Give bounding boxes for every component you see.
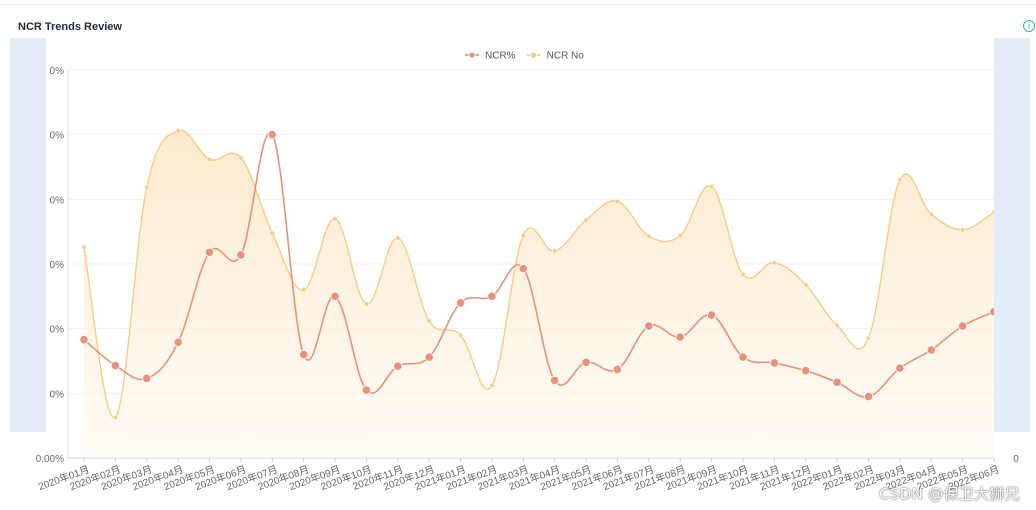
right-y-tick-label: 0 (1013, 454, 1019, 465)
ncr-pct-point (801, 366, 811, 376)
ncr-pct-point (173, 337, 183, 347)
ncr-pct-point (550, 375, 560, 385)
ncr-no-point (81, 244, 87, 250)
ncr-pct-point (706, 310, 717, 320)
ncr-no-point (866, 335, 871, 341)
left-y-tick-label: 0% (50, 195, 65, 206)
left-y-axis: 0.00% 0% 0% 0% 0% 0% 0% (36, 66, 64, 465)
left-y-tick-label: 0% (50, 260, 65, 271)
ncr-no-point (928, 211, 934, 217)
legend[interactable]: NCR% NCR No (465, 51, 584, 62)
legend-label: NCR No (547, 51, 585, 62)
legend-label: NCR% (485, 51, 516, 62)
ncr-no-point (238, 155, 244, 161)
ncr-pct-point (455, 298, 466, 308)
ncr-pct-point (581, 357, 591, 367)
ncr-pct-point (299, 349, 309, 360)
ncr-pct-point (644, 321, 654, 331)
ncr-pct-point (926, 345, 936, 355)
ncr-pct-point (863, 391, 874, 402)
info-icon[interactable]: i (1023, 20, 1035, 32)
x-axis: 2020年01月2020年02月2020年03月2020年04月2020年05月… (36, 458, 1001, 493)
ncr-no-point (395, 235, 401, 241)
ncr-no-point (175, 128, 181, 134)
ncr-no-point (771, 260, 777, 266)
ncr-no-point (520, 233, 526, 238)
ncr-no-point (614, 198, 620, 204)
ncr-no-point (207, 156, 212, 162)
ncr-pct-point (738, 352, 748, 362)
ncr-pct-point (204, 247, 215, 257)
right-overlay-panel (994, 38, 1030, 432)
left-overlay-panel (10, 38, 46, 432)
series-points (79, 128, 999, 420)
ncr-pct-point (142, 373, 152, 384)
ncr-no-point (269, 230, 275, 236)
left-y-tick-label: 0% (50, 389, 65, 400)
left-y-tick-label: 0% (50, 325, 65, 336)
ncr-no-point (709, 183, 715, 189)
ncr-pct-point (79, 335, 89, 345)
ncr-pct-point (236, 250, 246, 260)
left-y-tick-label: 0.00% (36, 454, 64, 465)
watermark-text: CSDN @保卫大狮兄 (879, 485, 1020, 503)
ncr-no-point (458, 332, 464, 338)
ncr-pct-point (675, 332, 685, 342)
ncr-no-point (363, 301, 369, 307)
ncr-no-point (834, 322, 840, 328)
ncr-pct-point (424, 352, 434, 362)
ncr-pct-point (895, 363, 905, 373)
left-y-tick-label: 0% (50, 66, 65, 77)
ncr-no-point (803, 282, 809, 288)
ncr-pct-point (518, 263, 528, 274)
ncr-pct-point (361, 385, 372, 395)
ncr-no-area-fill (84, 130, 994, 458)
ncr-no-point (144, 184, 150, 190)
panel-title: NCR Trends Review (18, 21, 122, 33)
left-y-tick-label: 0% (50, 131, 65, 142)
ncr-no-point (740, 271, 746, 277)
ncr-no-point (489, 383, 495, 389)
ncr-pct-point (487, 291, 497, 301)
ncr-no-point (960, 227, 966, 233)
ncr-no-point (426, 318, 432, 324)
ncr-pct-point (769, 358, 779, 368)
right-y-axis: 0 (1013, 454, 1019, 465)
ncr-pct-point (612, 364, 623, 375)
ncr-no-point (552, 248, 558, 254)
ncr-no-point (332, 216, 338, 222)
ncr-no-point (583, 217, 589, 223)
legend-swatch-dot (530, 51, 537, 59)
ncr-no-point (897, 177, 903, 183)
ncr-pct-point (110, 360, 120, 371)
ncr-no-area (84, 130, 994, 458)
ncr-pct-point (330, 291, 340, 301)
ncr-no-point (677, 233, 683, 238)
ncr-pct-point (958, 321, 968, 331)
ncr-pct-point (393, 361, 403, 371)
legend-swatch-dot (468, 51, 476, 59)
ncr-pct-point (832, 377, 842, 387)
ncr-pct-point (267, 130, 277, 140)
ncr-no-point (112, 414, 118, 420)
ncr-no-point (646, 233, 652, 239)
ncr-no-point (301, 287, 307, 293)
